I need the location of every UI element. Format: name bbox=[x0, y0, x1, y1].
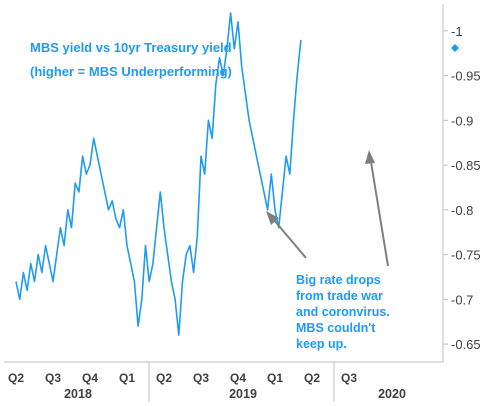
annotation-line-1: Big rate drops bbox=[296, 273, 381, 287]
annotation-line-2: from trade war bbox=[296, 289, 383, 303]
arrow-2-head bbox=[365, 150, 375, 164]
year-label-2020: 2020 bbox=[378, 387, 406, 401]
x-tick-label: Q1 bbox=[267, 371, 283, 385]
arrow-1-shaft bbox=[273, 219, 307, 259]
x-tick-label: Q2 bbox=[8, 371, 24, 385]
y-tick-label: -0.75 bbox=[451, 248, 481, 263]
x-tick-label: Q2 bbox=[156, 371, 172, 385]
y-tick-label: -1 bbox=[451, 24, 463, 39]
y-tick-label: -0.9 bbox=[451, 113, 473, 128]
annotation-text: Big rate drops from trade war and coronv… bbox=[296, 273, 390, 351]
arrow-1-head bbox=[266, 211, 279, 225]
annotation-arrows bbox=[266, 150, 389, 267]
annotation-line-4: MBS couldn't bbox=[296, 321, 376, 335]
y-tick-label: -0.95 bbox=[451, 69, 481, 84]
x-tick-group: Q2 Q3 Q4 Q1 Q2 Q3 Q4 Q1 Q2 Q3 bbox=[8, 371, 357, 385]
x-tick-label: Q4 bbox=[230, 371, 246, 385]
y-tick-group: -0.65 -0.7 -0.75 -0.8 -0.85 -0.9 -0.95 -1 bbox=[443, 24, 481, 352]
x-tick-label: Q2 bbox=[304, 371, 320, 385]
y-tick-label: -0.85 bbox=[451, 158, 481, 173]
annotation-line-5: keep up. bbox=[296, 337, 347, 351]
x-tick-label: Q3 bbox=[341, 371, 357, 385]
x-tick-label: Q4 bbox=[82, 371, 98, 385]
y-tick-label: -0.65 bbox=[451, 337, 481, 352]
series-line bbox=[15, 12, 302, 336]
year-label-2018: 2018 bbox=[64, 387, 92, 401]
y-tick-label: -0.8 bbox=[451, 203, 473, 218]
chart-subtitle: (higher = MBS Underperforming) bbox=[30, 64, 232, 79]
arrow-2-shaft bbox=[370, 161, 389, 267]
last-value-marker bbox=[451, 44, 459, 52]
x-tick-label: Q3 bbox=[45, 371, 61, 385]
x-tick-label: Q3 bbox=[193, 371, 209, 385]
y-tick-label: -0.7 bbox=[451, 292, 473, 307]
chart-title: MBS yield vs 10yr Treasury yield bbox=[30, 40, 232, 55]
year-label-2019: 2019 bbox=[229, 387, 257, 401]
x-tick-label: Q1 bbox=[119, 371, 135, 385]
annotation-line-3: and coronvirus. bbox=[296, 305, 390, 319]
